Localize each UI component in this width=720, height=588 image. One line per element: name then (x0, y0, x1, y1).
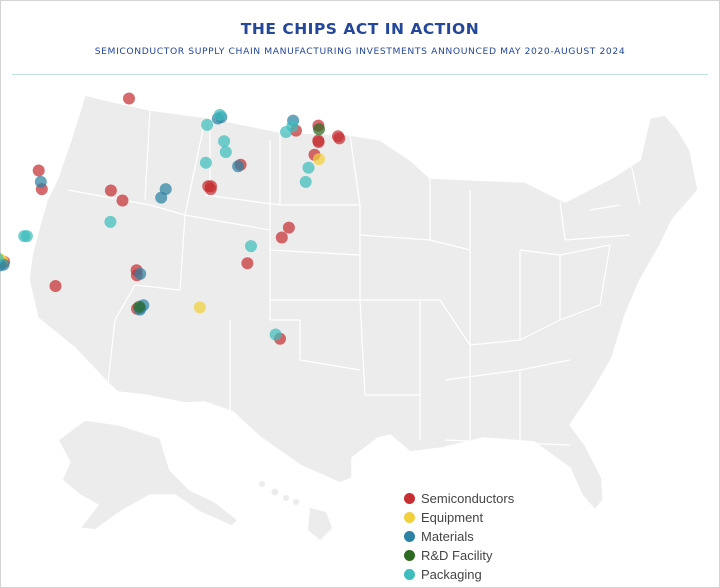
page-title: THE CHIPS ACT IN ACTION (240, 20, 480, 38)
hawaii-shape (259, 481, 332, 540)
marker-r-d-facility-1 (313, 123, 325, 136)
marker-packaging-5 (199, 156, 212, 169)
map-land (28, 94, 699, 540)
marker-semiconductors-24 (282, 221, 295, 234)
legend-label-equipment: Equipment (421, 510, 484, 525)
marker-semiconductors-26 (241, 257, 254, 270)
legend-swatch-equipment (404, 512, 415, 523)
marker-equipment-4 (313, 153, 325, 166)
marker-packaging-13 (286, 120, 299, 133)
marker-packaging-10 (245, 240, 257, 253)
marker-materials-4 (0, 258, 10, 271)
marker-packaging-11 (269, 328, 282, 341)
legend-swatch-semiconductors (404, 493, 415, 504)
marker-semiconductors-31 (333, 132, 346, 145)
legend-label-packaging: Packaging (421, 567, 482, 582)
legend-item-rd-facility: R&D Facility (404, 546, 514, 565)
legend-item-packaging: Packaging (404, 565, 514, 584)
legend-swatch-rd-facility (404, 550, 415, 561)
legend-item-semiconductors: Semiconductors (404, 489, 514, 508)
marker-packaging-14 (302, 161, 315, 174)
marker-materials-10 (159, 183, 172, 196)
marker-packaging-4 (104, 215, 117, 228)
marker-packaging-8 (201, 118, 214, 131)
legend-label-rd-facility: R&D Facility (421, 548, 493, 563)
alaska-shape (57, 419, 240, 531)
state-borders (67, 109, 641, 446)
legend-label-semiconductors: Semiconductors (421, 491, 515, 506)
header-divider (12, 74, 708, 75)
marker-r-d-facility-2 (133, 300, 146, 313)
legend: Semiconductors Equipment Materials R&D F… (404, 489, 514, 584)
marker-semiconductors-13 (49, 280, 62, 292)
legend-label-materials: Materials (421, 529, 474, 544)
marker-semiconductors-22 (204, 183, 217, 196)
marker-packaging-3 (0, 252, 4, 264)
marker-packaging-9 (218, 135, 231, 148)
marker-semiconductors-19 (123, 92, 135, 105)
marker-semiconductors-18 (116, 194, 129, 207)
legend-item-materials: Materials (404, 527, 514, 546)
legend-swatch-materials (404, 531, 415, 542)
marker-semiconductors-25 (275, 231, 288, 244)
marker-packaging-2 (20, 230, 33, 243)
marker-packaging-6 (219, 146, 232, 158)
marker-materials-2 (34, 175, 47, 188)
marker-materials-8 (134, 267, 147, 280)
investment-markers (0, 92, 346, 345)
marker-semiconductors-34 (312, 136, 325, 148)
marker-packaging-7 (213, 108, 226, 121)
marker-semiconductors-9 (32, 164, 45, 177)
marker-equipment-5 (193, 301, 206, 314)
marker-materials-13 (232, 160, 245, 173)
contiguous-us-shape (28, 94, 699, 512)
legend-swatch-packaging (404, 569, 415, 580)
page-subtitle: SEMICONDUCTOR SUPPLY CHAIN MANUFACTURING… (94, 46, 626, 57)
legend-item-equipment: Equipment (404, 508, 514, 527)
marker-packaging-15 (299, 175, 312, 188)
marker-semiconductors-17 (104, 184, 117, 197)
